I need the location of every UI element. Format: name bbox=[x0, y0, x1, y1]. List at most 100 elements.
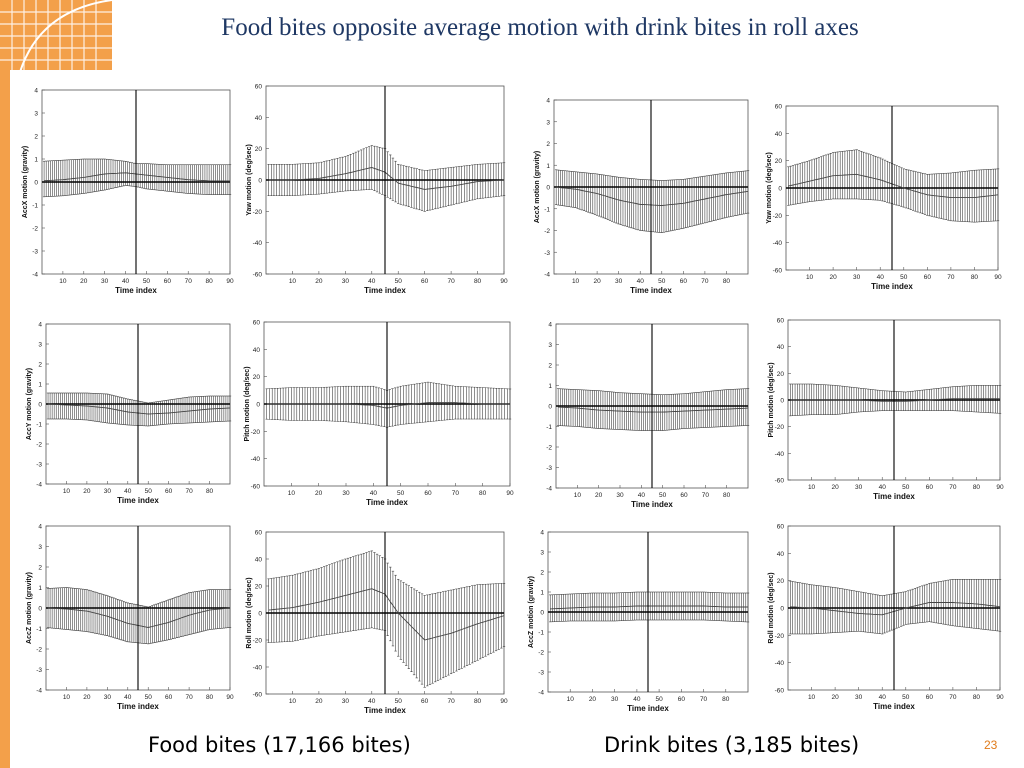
y-tick-label: -4 bbox=[32, 272, 38, 279]
y-tick-label: 0 bbox=[780, 398, 784, 405]
y-tick-label: 4 bbox=[540, 530, 544, 537]
x-tick-label: 60 bbox=[680, 278, 688, 285]
y-tick-label: -3 bbox=[36, 462, 42, 469]
y-tick-label: 60 bbox=[255, 530, 263, 537]
y-axis-label: Yaw motion (deg/sec) bbox=[766, 152, 773, 224]
y-tick-label: 3 bbox=[34, 111, 38, 118]
x-tick-label: 80 bbox=[971, 274, 979, 281]
y-tick-label: 3 bbox=[548, 342, 552, 349]
x-tick-label: 10 bbox=[289, 698, 297, 705]
left-accent-strip bbox=[0, 70, 10, 768]
y-axis-label: Pitch motion (deg/sec) bbox=[768, 362, 775, 437]
y-tick-label: -60 bbox=[775, 478, 785, 485]
x-tick-label: 20 bbox=[315, 698, 323, 705]
y-tick-label: -20 bbox=[253, 638, 263, 645]
y-tick-label: 0 bbox=[34, 180, 38, 187]
y-axis-label: AccY motion (gravity) bbox=[26, 368, 33, 440]
x-tick-label: 20 bbox=[315, 490, 323, 497]
y-tick-label: -20 bbox=[773, 213, 783, 220]
x-axis-label: Time index bbox=[630, 286, 672, 295]
x-tick-label: 20 bbox=[831, 484, 839, 491]
x-tick-label: 50 bbox=[902, 484, 910, 491]
x-tick-label: 80 bbox=[723, 278, 731, 285]
y-tick-label: -40 bbox=[775, 660, 785, 667]
x-axis-label: Time index bbox=[115, 286, 157, 295]
x-tick-label: 60 bbox=[421, 698, 429, 705]
x-tick-label: 60 bbox=[421, 278, 429, 285]
x-tick-label: 60 bbox=[926, 484, 934, 491]
mean-line bbox=[44, 172, 230, 182]
y-tick-label: 60 bbox=[777, 524, 785, 531]
y-tick-label: -20 bbox=[251, 429, 261, 436]
x-tick-label: 80 bbox=[474, 698, 482, 705]
x-tick-label: 70 bbox=[700, 696, 708, 703]
y-tick-label: -1 bbox=[544, 206, 550, 213]
y-axis-label: Roll motion (deg/sec) bbox=[768, 572, 775, 643]
x-tick-label: 30 bbox=[611, 696, 619, 703]
y-tick-label: -2 bbox=[546, 445, 552, 452]
y-tick-label: 0 bbox=[38, 402, 42, 409]
x-tick-label: 20 bbox=[595, 492, 603, 499]
y-tick-label: 0 bbox=[546, 185, 550, 192]
x-tick-label: 40 bbox=[877, 274, 885, 281]
x-tick-label: 80 bbox=[973, 694, 981, 701]
x-tick-label: 50 bbox=[659, 492, 667, 499]
x-axis-label: Time index bbox=[364, 706, 406, 715]
y-tick-label: 4 bbox=[38, 524, 42, 531]
x-tick-label: 90 bbox=[500, 698, 508, 705]
chart-food-pitch: -60 -40 -20 0 20 40 60 10 20 30 40 50 60 70 80 90 Time i… bbox=[238, 316, 516, 516]
y-tick-label: 0 bbox=[258, 611, 262, 618]
y-axis-label: AccZ motion (gravity) bbox=[26, 572, 33, 644]
y-tick-label: 40 bbox=[253, 347, 261, 354]
y-tick-label: -2 bbox=[538, 650, 544, 657]
x-tick-label: 10 bbox=[572, 278, 580, 285]
chart-drink-roll: -60 -40 -20 0 20 40 60 10 20 30 40 50 60 70 80 90 Time i… bbox=[762, 520, 1006, 720]
y-tick-label: -40 bbox=[773, 240, 783, 247]
x-tick-label: 40 bbox=[879, 694, 887, 701]
y-tick-label: 1 bbox=[38, 585, 42, 592]
x-tick-label: 50 bbox=[900, 274, 908, 281]
y-tick-label: -1 bbox=[36, 422, 42, 429]
x-tick-label: 10 bbox=[808, 484, 816, 491]
y-tick-label: -2 bbox=[36, 442, 42, 449]
x-tick-label: 70 bbox=[949, 484, 957, 491]
y-tick-label: 60 bbox=[253, 320, 261, 327]
x-tick-label: 60 bbox=[924, 274, 932, 281]
x-tick-label: 70 bbox=[185, 694, 193, 701]
x-tick-label: 20 bbox=[83, 488, 91, 495]
x-axis-label: Time index bbox=[117, 702, 159, 711]
y-tick-label: -4 bbox=[36, 688, 42, 695]
y-tick-label: 4 bbox=[548, 322, 552, 329]
mean-line bbox=[790, 398, 1000, 402]
chart-food-roll: -60 -40 -20 0 20 40 60 10 20 30 40 50 60 70 80 90 Time i… bbox=[240, 526, 510, 724]
x-tick-label: 50 bbox=[395, 698, 403, 705]
y-tick-label: -40 bbox=[251, 456, 261, 463]
x-tick-label: 50 bbox=[145, 694, 153, 701]
y-tick-label: 20 bbox=[255, 584, 263, 591]
x-tick-label: 60 bbox=[680, 492, 688, 499]
x-tick-label: 20 bbox=[83, 694, 91, 701]
x-tick-label: 20 bbox=[593, 278, 601, 285]
x-tick-label: 70 bbox=[447, 278, 455, 285]
x-tick-label: 10 bbox=[567, 696, 575, 703]
x-tick-label: 40 bbox=[368, 698, 376, 705]
y-tick-label: -3 bbox=[36, 667, 42, 674]
chart-food-accy: -4 -3 -2 -1 0 1 2 3 4 10 20 30 40 50 60 70 80 Time index A… bbox=[20, 318, 236, 514]
y-tick-label: 3 bbox=[546, 119, 550, 126]
x-tick-label: 60 bbox=[165, 488, 173, 495]
x-tick-label: 90 bbox=[226, 694, 234, 701]
x-tick-label: 40 bbox=[637, 278, 645, 285]
x-tick-label: 20 bbox=[829, 274, 837, 281]
y-tick-label: 20 bbox=[255, 146, 263, 153]
x-tick-label: 30 bbox=[855, 694, 863, 701]
y-axis-label: AccZ motion (gravity) bbox=[528, 576, 535, 648]
x-tick-label: 20 bbox=[80, 278, 88, 285]
y-axis-label: Yaw motion (deg/sec) bbox=[246, 144, 253, 216]
mean-line bbox=[266, 402, 510, 409]
x-axis-label: Time index bbox=[873, 492, 915, 501]
mean-line bbox=[558, 406, 749, 413]
food-bites-caption: Food bites (17,166 bites) bbox=[148, 733, 411, 757]
y-tick-label: 20 bbox=[777, 371, 785, 378]
y-tick-label: -60 bbox=[773, 268, 783, 275]
y-tick-label: -1 bbox=[538, 630, 544, 637]
